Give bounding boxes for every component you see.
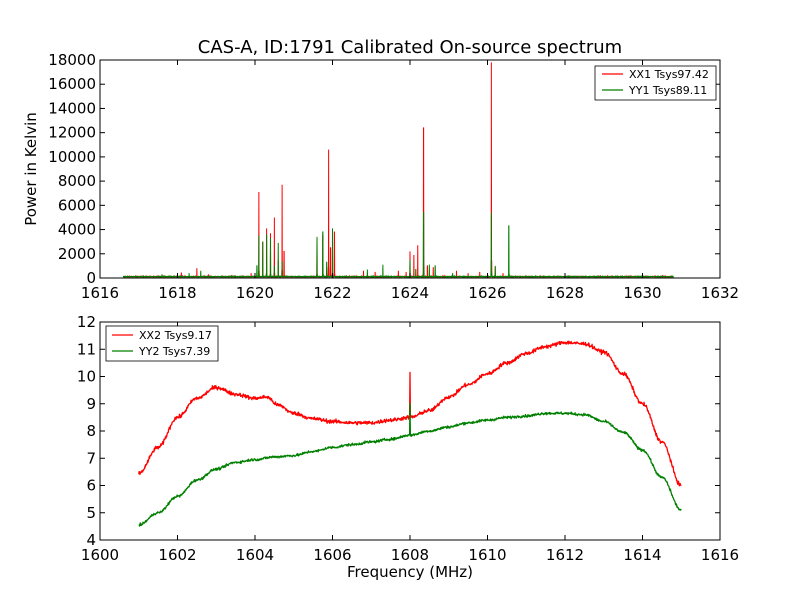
top-x-tick-label: 1618: [158, 284, 196, 302]
bottom-x-tick-label: 1604: [236, 546, 274, 564]
top-y-tick-label: 0: [86, 269, 96, 287]
top-x-tick-label: 1622: [313, 284, 351, 302]
top-y-tick-label: 10000: [48, 148, 96, 166]
top-chart: 1616 1618 1620 1622 1624 1626 1628 1630 1632 0 200…: [22, 51, 739, 302]
top-x-tick-label: 1624: [391, 284, 429, 302]
top-legend-label-xx1: XX1 Tsys97.42: [629, 68, 709, 81]
bottom-x-tick-label: 1616: [701, 546, 739, 564]
bottom-y-tick-label: 11: [77, 340, 96, 358]
bottom-y-tick-label: 8: [86, 422, 96, 440]
bottom-legend-label-yy2: YY2 Tsys7.39: [138, 345, 210, 358]
top-y-tick-label: 2000: [58, 245, 96, 263]
top-x-tick-label: 1632: [701, 284, 739, 302]
top-x-tick-label: 1616: [81, 284, 119, 302]
top-y-tick-label: 18000: [48, 51, 96, 69]
bottom-chart: 1600 1602 1604 1606 1608 1610 1612 1614 1616 4 5 6 7…: [77, 313, 739, 581]
bottom-y-tick-label: 5: [86, 504, 96, 522]
bottom-y-tick-label: 7: [86, 449, 96, 467]
top-y-tick-label: 14000: [48, 99, 96, 117]
bottom-series-line-yy2: [138, 403, 682, 527]
top-y-tick-label: 8000: [58, 172, 96, 190]
bottom-y-tick-label: 10: [77, 368, 96, 386]
bottom-legend-box: [105, 325, 219, 362]
bottom-series-group: [138, 340, 682, 527]
top-legend-box: [594, 65, 717, 101]
top-legend-label-yy1: YY1 Tsys89.11: [628, 84, 707, 97]
top-y-tick-label: 4000: [58, 221, 96, 239]
top-y-tick-label: 16000: [48, 75, 96, 93]
bottom-series-line-xx2: [138, 340, 682, 487]
bottom-ticks: 1600 1602 1604 1606 1608 1610 1612 1614 1616 4 5 6 7…: [77, 313, 739, 564]
bottom-y-tick-label: 4: [86, 531, 96, 549]
top-legend: XX1 Tsys97.42 YY1 Tsys89.11: [594, 65, 717, 101]
top-series-group: [122, 62, 674, 278]
top-x-tick-label: 1626: [468, 284, 506, 302]
bottom-x-tick-label: 1600: [81, 546, 119, 564]
bottom-x-tick-label: 1602: [158, 546, 196, 564]
top-x-tick-label: 1620: [236, 284, 274, 302]
bottom-x-axis-label: Frequency (MHz): [347, 563, 473, 581]
top-y-tick-label: 12000: [48, 124, 96, 142]
top-y-tick-label: 6000: [58, 196, 96, 214]
bottom-x-tick-label: 1608: [391, 546, 429, 564]
bottom-legend-label-xx2: XX2 Tsys9.17: [139, 329, 212, 342]
bottom-legend: XX2 Tsys9.17 YY2 Tsys7.39: [105, 325, 219, 362]
top-y-axis-label: Power in Kelvin: [22, 112, 40, 226]
bottom-x-tick-label: 1612: [546, 546, 584, 564]
bottom-x-tick-label: 1606: [313, 546, 351, 564]
bottom-x-tick-label: 1614: [623, 546, 661, 564]
top-ticks: 1616 1618 1620 1622 1624 1626 1628 1630 1632 0 200…: [48, 51, 739, 302]
top-x-tick-label: 1628: [546, 284, 584, 302]
bottom-y-tick-label: 6: [86, 477, 96, 495]
top-series-line-yy1: [122, 212, 674, 278]
bottom-x-tick-label: 1610: [468, 546, 506, 564]
top-x-tick-label: 1630: [623, 284, 661, 302]
bottom-y-tick-label: 12: [77, 313, 96, 331]
bottom-y-tick-label: 9: [86, 395, 96, 413]
chart-title: CAS-A, ID:1791 Calibrated On-source spec…: [198, 37, 622, 58]
